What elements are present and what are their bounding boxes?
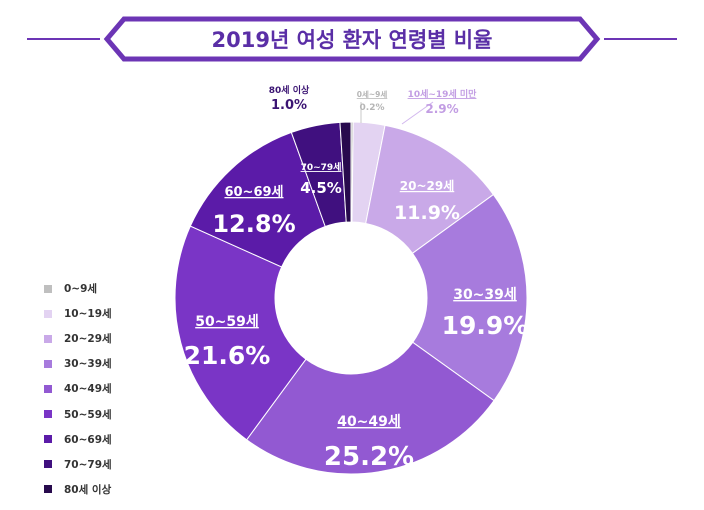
pie-slice-labels: 0세~9세 0.2% 10세~19세 미만 2.9% 20~29세 11.9% 30~39세…	[184, 84, 529, 472]
slice-value-label: 2.9%	[425, 102, 458, 116]
slice-category-label: 70~79세	[301, 161, 342, 173]
legend-item: 40~49세	[44, 376, 112, 401]
chart-title: 2019년 여성 환자 연령별 비율	[212, 28, 493, 52]
legend-swatch	[44, 485, 52, 494]
legend-label: 70~79세	[64, 458, 112, 471]
leader-line-2	[401, 101, 434, 125]
legend-label: 40~49세	[64, 383, 112, 396]
slice-value-label: 4.5%	[300, 179, 342, 197]
legend-item: 60~69세	[44, 427, 112, 452]
legend-swatch	[44, 460, 52, 469]
pie-slices	[174, 121, 528, 475]
slice-category-label: 20~29세	[400, 178, 455, 193]
legend-swatch	[44, 309, 52, 318]
slice-value-label: 19.9%	[442, 311, 529, 340]
legend-label: 20~29세	[64, 333, 112, 346]
legend-swatch	[44, 410, 52, 419]
slice-value-label: 11.9%	[394, 202, 460, 224]
slice-value-label: 0.2%	[360, 103, 385, 113]
pie-slice-9	[339, 121, 352, 223]
legend-item: 0~9세	[44, 276, 112, 301]
banner-frame	[103, 16, 601, 62]
pie-slice-6	[174, 225, 307, 441]
legend-label: 10~19세	[64, 308, 112, 321]
slice-value-label: 1.0%	[271, 98, 307, 113]
legend-label: 30~39세	[64, 358, 112, 371]
legend-swatch	[44, 334, 52, 343]
legend-label: 60~69세	[64, 433, 112, 446]
slice-category-label: 0세~9세	[357, 89, 388, 99]
legend-item: 30~39세	[44, 351, 112, 376]
slice-category-label: 40~49세	[337, 414, 401, 430]
slice-value-label: 21.6%	[184, 341, 271, 370]
legend-label: 0~9세	[64, 283, 98, 296]
legend-item: 70~79세	[44, 452, 112, 477]
legend-item: 10~19세	[44, 301, 112, 326]
slice-value-label: 12.8%	[212, 210, 295, 238]
slice-value-label: 25.2%	[324, 442, 414, 472]
legend-swatch	[44, 359, 52, 368]
title-banner: 2019년 여성 환자 연령별 비율	[27, 16, 677, 62]
legend-swatch	[44, 384, 52, 393]
legend: 0~9세 10~19세 20~29세 30~39세 40~49세 50~59세 60~69세…	[44, 276, 112, 502]
legend-swatch	[44, 435, 52, 444]
legend-item: 80세 이상	[44, 477, 112, 502]
slice-category-label: 50~59세	[195, 314, 259, 330]
legend-item: 50~59세	[44, 401, 112, 426]
slice-category-label: 60~69세	[224, 185, 283, 200]
slice-category-label: 30~39세	[453, 287, 517, 303]
slice-category-label: 10세~19세 미만	[408, 88, 478, 100]
pie-slice-4	[411, 193, 528, 402]
legend-label: 80세 이상	[64, 483, 112, 496]
pie-slice-5	[245, 341, 495, 475]
legend-swatch	[44, 284, 52, 293]
slice-category-label: 80세 이상	[269, 84, 310, 96]
legend-item: 20~29세	[44, 326, 112, 351]
legend-label: 50~59세	[64, 408, 112, 421]
